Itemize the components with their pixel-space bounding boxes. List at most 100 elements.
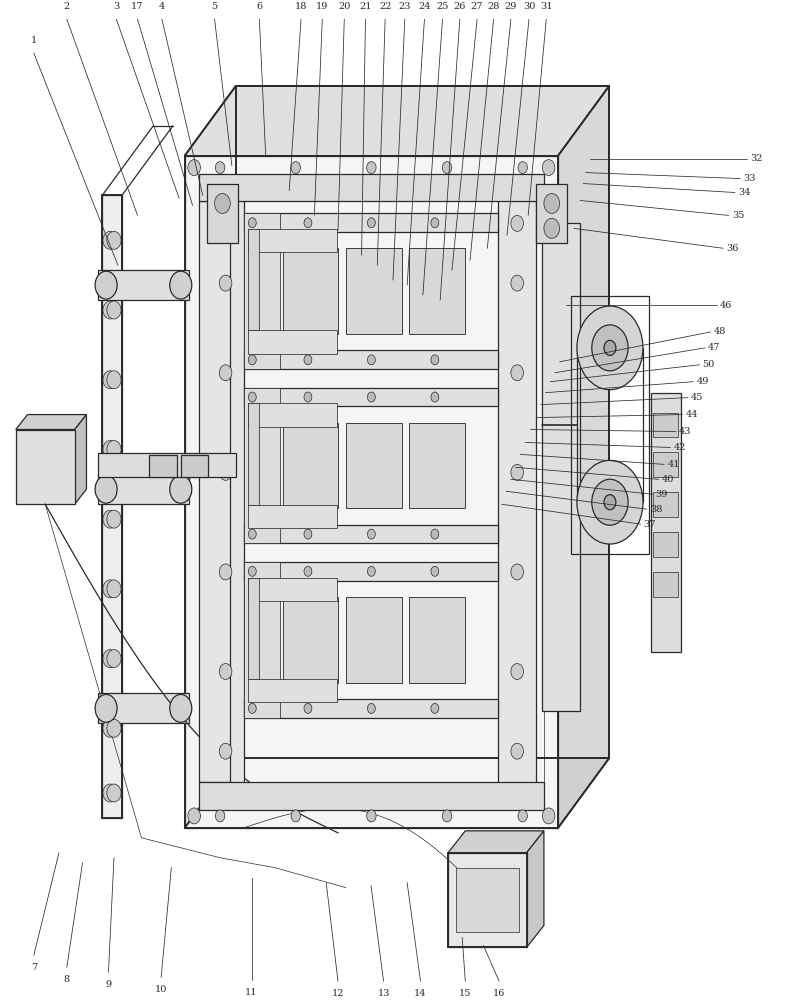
Circle shape xyxy=(431,529,439,539)
Bar xyxy=(207,194,244,800)
Circle shape xyxy=(248,703,256,713)
Circle shape xyxy=(511,275,523,291)
Text: 19: 19 xyxy=(316,2,329,11)
Circle shape xyxy=(544,194,560,213)
Text: 43: 43 xyxy=(679,427,692,436)
Circle shape xyxy=(107,440,121,458)
Bar xyxy=(571,296,649,554)
Polygon shape xyxy=(185,758,609,828)
Circle shape xyxy=(367,529,376,539)
Text: 13: 13 xyxy=(377,989,390,998)
Bar xyxy=(244,699,498,718)
Circle shape xyxy=(103,580,117,598)
Text: 20: 20 xyxy=(338,2,351,11)
Bar xyxy=(653,413,678,437)
Circle shape xyxy=(215,162,225,174)
Text: 41: 41 xyxy=(667,460,680,469)
Bar xyxy=(244,562,280,718)
Circle shape xyxy=(443,162,452,174)
Circle shape xyxy=(544,218,560,238)
Text: 1: 1 xyxy=(31,36,37,45)
Circle shape xyxy=(511,365,523,381)
Circle shape xyxy=(291,810,300,822)
Circle shape xyxy=(511,464,523,480)
Bar xyxy=(248,229,337,252)
Text: 2: 2 xyxy=(64,2,70,11)
Circle shape xyxy=(592,479,628,525)
Circle shape xyxy=(103,371,117,389)
Circle shape xyxy=(366,810,376,822)
Text: 28: 28 xyxy=(487,2,500,11)
Text: 25: 25 xyxy=(436,2,449,11)
Circle shape xyxy=(219,564,232,580)
Circle shape xyxy=(107,231,121,249)
Bar xyxy=(207,184,238,243)
Bar xyxy=(98,453,236,477)
Text: 36: 36 xyxy=(726,244,739,253)
Text: 34: 34 xyxy=(738,188,751,197)
Bar xyxy=(199,201,230,782)
Circle shape xyxy=(248,392,256,402)
Circle shape xyxy=(107,301,121,319)
Bar xyxy=(248,330,337,354)
Polygon shape xyxy=(185,86,609,156)
Bar xyxy=(410,597,465,683)
Circle shape xyxy=(431,566,439,576)
Text: 7: 7 xyxy=(31,963,37,972)
Circle shape xyxy=(219,464,232,480)
Bar xyxy=(498,194,536,800)
Circle shape xyxy=(291,162,300,174)
Text: 6: 6 xyxy=(256,2,263,11)
Bar xyxy=(248,578,337,601)
Circle shape xyxy=(367,566,376,576)
Circle shape xyxy=(107,371,121,389)
Text: 5: 5 xyxy=(211,2,218,11)
Circle shape xyxy=(103,301,117,319)
Text: 18: 18 xyxy=(295,2,307,11)
Circle shape xyxy=(219,215,232,231)
Bar xyxy=(456,868,519,932)
Text: 16: 16 xyxy=(493,989,505,998)
Circle shape xyxy=(604,340,616,355)
Polygon shape xyxy=(102,195,122,818)
Text: 45: 45 xyxy=(691,393,703,402)
Circle shape xyxy=(107,580,121,598)
Bar xyxy=(185,156,558,828)
Polygon shape xyxy=(527,831,544,947)
Text: 40: 40 xyxy=(662,475,674,484)
Text: 17: 17 xyxy=(131,2,144,11)
Text: 21: 21 xyxy=(359,2,372,11)
Circle shape xyxy=(248,355,256,365)
Bar xyxy=(346,248,402,334)
Bar xyxy=(244,388,280,543)
Circle shape xyxy=(304,529,312,539)
Bar xyxy=(346,423,402,508)
Text: 12: 12 xyxy=(332,989,344,998)
Circle shape xyxy=(103,231,117,249)
Bar xyxy=(448,853,527,947)
Circle shape xyxy=(511,564,523,580)
Circle shape xyxy=(367,218,376,228)
Circle shape xyxy=(304,355,312,365)
Polygon shape xyxy=(16,415,86,430)
Text: 33: 33 xyxy=(744,174,756,183)
Circle shape xyxy=(592,325,628,371)
Circle shape xyxy=(103,719,117,737)
Bar xyxy=(653,492,678,517)
Bar xyxy=(244,562,498,581)
Bar xyxy=(181,455,208,477)
Circle shape xyxy=(103,510,117,528)
Text: 30: 30 xyxy=(523,2,535,11)
Circle shape xyxy=(215,810,225,822)
Bar xyxy=(410,423,465,508)
Bar xyxy=(149,455,177,477)
Circle shape xyxy=(367,355,376,365)
Bar xyxy=(244,388,498,406)
Circle shape xyxy=(95,475,117,503)
Bar xyxy=(282,248,339,334)
Circle shape xyxy=(443,810,452,822)
Circle shape xyxy=(577,306,643,390)
Circle shape xyxy=(188,808,200,824)
Text: 3: 3 xyxy=(113,2,119,11)
Circle shape xyxy=(103,650,117,668)
